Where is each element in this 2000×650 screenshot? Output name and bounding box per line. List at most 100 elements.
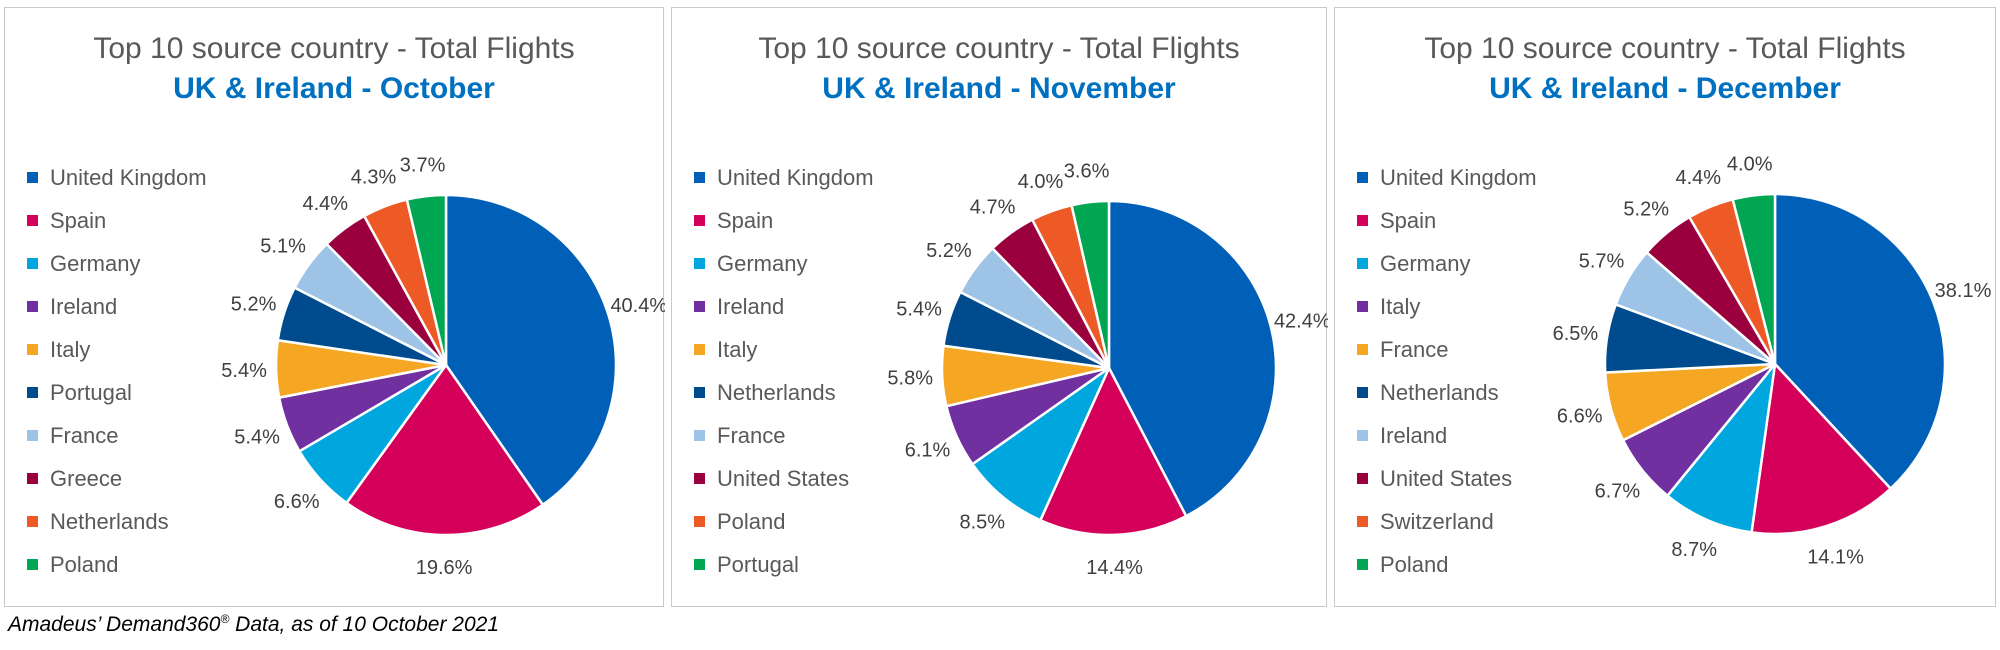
data-label-switzerland: 4.4%	[1676, 167, 1722, 189]
data-label-ireland: 5.7%	[1579, 251, 1625, 273]
chart-subtitle: UK & Ireland - October	[173, 72, 495, 105]
legend-label: Poland	[717, 508, 786, 534]
legend-label: France	[50, 422, 119, 448]
pie-slice-spain	[345, 363, 545, 537]
legend-swatch	[27, 215, 38, 226]
legend-item-netherlands: Netherlands	[27, 500, 207, 543]
data-label-france: 5.1%	[260, 236, 306, 258]
data-label-spain: 14.1%	[1807, 547, 1864, 569]
legend-item-poland: Poland	[1357, 543, 1537, 586]
data-label-spain: 14.4%	[1086, 557, 1143, 579]
pie-slice-portugal	[1070, 199, 1111, 370]
legend-label: Netherlands	[717, 379, 836, 405]
data-label-netherlands: 5.4%	[896, 299, 942, 321]
legend-swatch	[1357, 172, 1368, 183]
legend-swatch	[27, 258, 38, 269]
legend-label: United States	[717, 465, 850, 491]
pie-slice-united-kingdom	[1773, 192, 1947, 490]
legend-swatch	[27, 344, 38, 355]
legend-swatch	[694, 301, 705, 312]
legend-item-united-kingdom: United Kingdom	[694, 156, 874, 199]
legend: United Kingdom Spain Germany Ireland Italy Ne…	[694, 156, 874, 586]
chart-title: Top 10 source country - Total Flights	[93, 32, 575, 65]
chart-subtitle: UK & Ireland - November	[822, 72, 1176, 105]
legend-swatch	[27, 430, 38, 441]
trademark-symbol: ®	[220, 612, 230, 626]
legend-item-poland: Poland	[27, 543, 207, 586]
legend-item-poland: Poland	[694, 500, 874, 543]
legend-swatch	[1357, 301, 1368, 312]
legend-item-switzerland: Switzerland	[1357, 500, 1537, 543]
legend-swatch	[1357, 344, 1368, 355]
legend-label: Italy	[50, 336, 91, 362]
pie-slice-united-kingdom	[444, 193, 618, 507]
legend-item-united-states: United States	[1357, 457, 1537, 500]
legend-swatch	[27, 516, 38, 527]
data-label-france: 5.2%	[926, 240, 972, 262]
legend-item-netherlands: Netherlands	[1357, 371, 1537, 414]
data-label-netherlands: 4.3%	[351, 167, 397, 189]
legend-swatch	[1357, 559, 1368, 570]
legend-item-united-states: United States	[694, 457, 874, 500]
data-label-ireland: 6.1%	[905, 440, 951, 462]
legend-label: Switzerland	[1380, 508, 1494, 534]
legend-item-ireland: Ireland	[1357, 414, 1537, 457]
legend-item-france: France	[27, 414, 207, 457]
legend-item-italy: Italy	[27, 328, 207, 371]
data-label-greece: 4.4%	[303, 193, 349, 215]
data-label-italy: 5.4%	[221, 360, 267, 382]
legend-label: United Kingdom	[1380, 164, 1537, 190]
data-label-united-kingdom: 38.1%	[1935, 280, 1992, 302]
data-label-united-states: 4.7%	[970, 197, 1016, 219]
legend-swatch	[694, 172, 705, 183]
data-label-germany: 6.6%	[274, 491, 320, 513]
legend-swatch	[27, 172, 38, 183]
legend-item-spain: Spain	[27, 199, 207, 242]
legend-label: United Kingdom	[50, 164, 207, 190]
legend-label: Ireland	[50, 293, 118, 319]
legend-swatch	[27, 559, 38, 570]
source-text: Amadeus’ Demand360	[8, 613, 221, 636]
pie-chart: 40.4% 19.6% 6.6% 5.4% 5.4% 5.2% 5.1% 4.4%4.3%3.…	[221, 154, 665, 579]
legend-label: United States	[1380, 465, 1513, 491]
data-label-poland: 3.7%	[400, 154, 446, 176]
legend-swatch	[694, 473, 705, 484]
legend-label: Poland	[50, 551, 119, 577]
data-label-italy: 5.8%	[887, 368, 933, 390]
legend-swatch	[1357, 258, 1368, 269]
legend-label: Germany	[1380, 250, 1471, 276]
chart-panel-december: Top 10 source country - Total Flights UK…	[1334, 7, 1996, 607]
data-label-united-kingdom: 40.4%	[610, 295, 665, 317]
chart-title: Top 10 source country - Total Flights	[1424, 32, 1906, 65]
legend-swatch	[694, 559, 705, 570]
legend-label: United Kingdom	[717, 164, 874, 190]
legend-item-portugal: Portugal	[27, 371, 207, 414]
legend-label: Germany	[717, 250, 808, 276]
legend-swatch	[27, 387, 38, 398]
pie-chart: 42.4% 14.4% 8.5% 6.1% 5.8% 5.4% 5.2% 4.7%4.0% 3.…	[887, 160, 1328, 579]
legend-swatch	[1357, 215, 1368, 226]
legend-label: Ireland	[717, 293, 785, 319]
legend-item-spain: Spain	[1357, 199, 1537, 242]
legend-label: France	[1380, 336, 1449, 362]
legend-swatch	[1357, 430, 1368, 441]
pie-slice-spain	[1039, 366, 1188, 537]
legend-item-italy: Italy	[694, 328, 874, 371]
legend-label: Germany	[50, 250, 141, 276]
legend-swatch	[1357, 516, 1368, 527]
legend-item-ireland: Ireland	[27, 285, 207, 328]
data-label-portugal: 5.2%	[231, 294, 277, 316]
legend-label: France	[717, 422, 786, 448]
data-label-portugal: 3.6%	[1064, 160, 1110, 182]
legend-swatch	[694, 516, 705, 527]
legend-swatch	[1357, 387, 1368, 398]
legend-item-france: France	[1357, 328, 1537, 371]
legend-swatch	[1357, 473, 1368, 484]
pie-slice-united-kingdom	[1107, 199, 1278, 518]
legend-item-ireland: Ireland	[694, 285, 874, 328]
legend-swatch	[694, 387, 705, 398]
legend-label: Italy	[717, 336, 758, 362]
chart-panel-october: Top 10 source country - Total Flights UK…	[4, 7, 665, 607]
legend-swatch	[694, 215, 705, 226]
legend-label: Greece	[50, 465, 123, 491]
